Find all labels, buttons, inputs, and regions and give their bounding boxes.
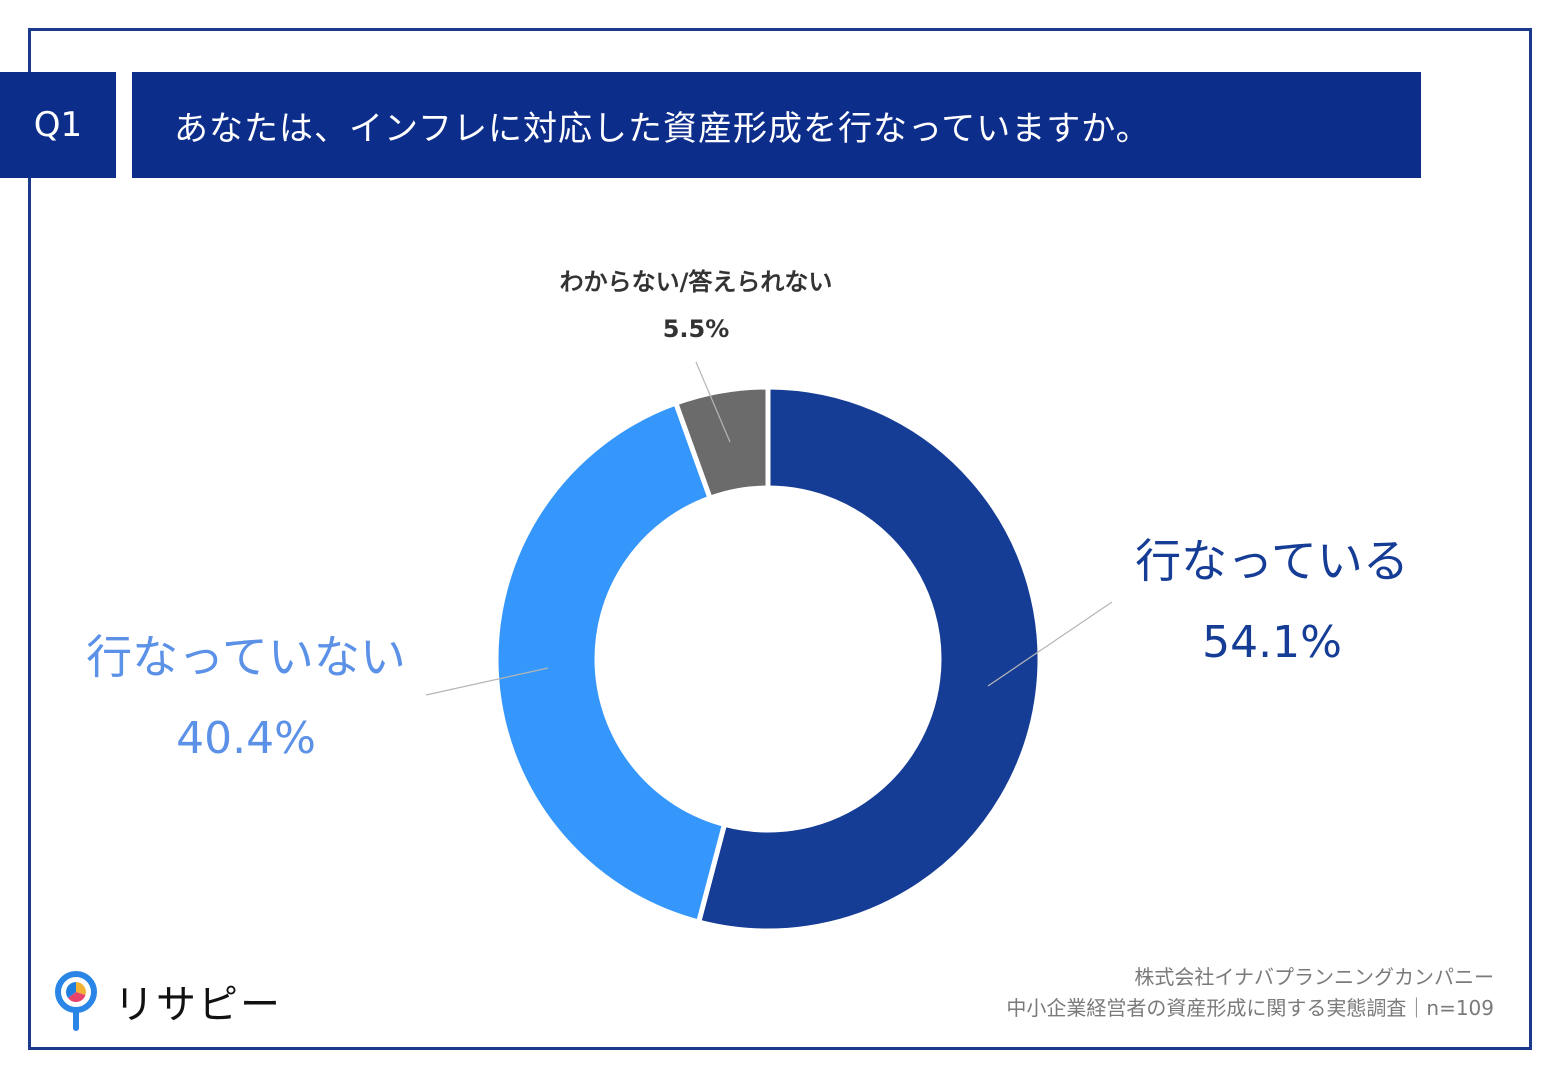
footer-company: 株式会社イナバプランニングカンパニー (1134, 965, 1494, 989)
footer-survey: 中小企業経営者の資産形成に関する実態調査｜n=109 (1006, 996, 1494, 1020)
slice-label-0: 行なっている (1135, 534, 1409, 588)
donut-slices (493, 384, 1043, 934)
footer-source: 株式会社イナバプランニングカンパニー 中小企業経営者の資産形成に関する実態調査｜… (1006, 962, 1494, 1024)
leader-line-2 (695, 361, 731, 443)
slice-value-2: 5.5% (663, 315, 730, 343)
question-title-bar: あなたは、インフレに対応した資産形成を行なっていますか。 (132, 72, 1421, 178)
brand-logo-text: リサピー (114, 982, 282, 1028)
slice-value-1: 40.4% (176, 713, 316, 764)
leader-line-0 (987, 601, 1113, 687)
question-text: あなたは、インフレに対応した資産形成を行なっていますか。 (174, 108, 1151, 149)
chart-frame (28, 28, 1532, 1050)
slice-labels: 行なっている 54.1% 行なっていない 40.4% わからない/答えられない 5.5% (86, 268, 1409, 764)
slice-value-0: 54.1% (1202, 617, 1342, 668)
magnifier-pie-icon (55, 971, 97, 1031)
slice-label-2: わからない/答えられない (560, 268, 833, 296)
question-number-badge: Q1 (0, 72, 116, 178)
leader-lines (425, 361, 1113, 696)
donut-slice-1 (493, 399, 728, 926)
question-number: Q1 (33, 105, 83, 145)
leader-line-1 (425, 667, 549, 696)
slice-label-1: 行なっていない (86, 630, 406, 684)
donut-slice-2 (672, 384, 771, 502)
donut-slice-0 (695, 384, 1043, 934)
brand-logo: リサピー (52, 970, 282, 1032)
